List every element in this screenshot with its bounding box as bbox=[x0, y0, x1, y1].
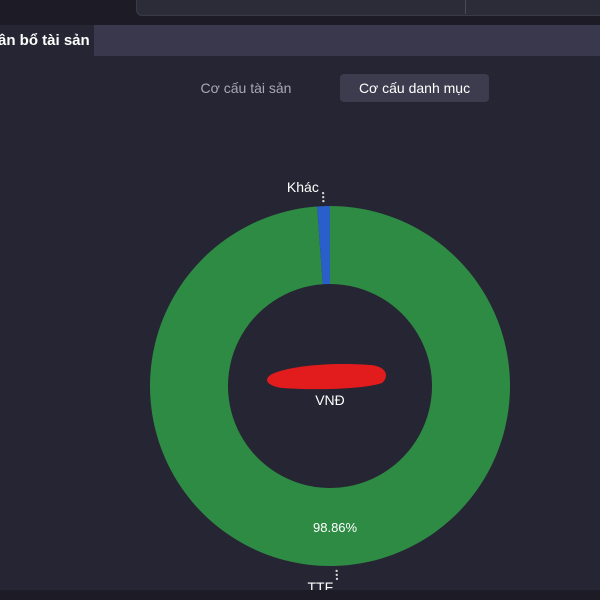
bottom-strip bbox=[0, 590, 600, 600]
top-divider bbox=[465, 0, 466, 14]
data-label-ttf: 98.86% bbox=[313, 520, 358, 535]
top-panel bbox=[136, 0, 600, 16]
center-unit-label: VNĐ bbox=[315, 392, 345, 408]
tab-asset-structure[interactable]: Cơ cấu tài sản bbox=[200, 80, 292, 96]
redacted-value bbox=[267, 364, 386, 390]
section-header: ân bổ tài sản bbox=[0, 25, 94, 56]
category-label-khác: Khác bbox=[287, 179, 319, 195]
section-header-bar bbox=[94, 25, 600, 56]
slice-ttf[interactable] bbox=[149, 206, 510, 566]
slice-khác[interactable] bbox=[317, 206, 330, 285]
section-title: ân bổ tài sản bbox=[0, 32, 90, 49]
tab-portfolio-structure[interactable]: Cơ cấu danh mục bbox=[340, 74, 489, 102]
